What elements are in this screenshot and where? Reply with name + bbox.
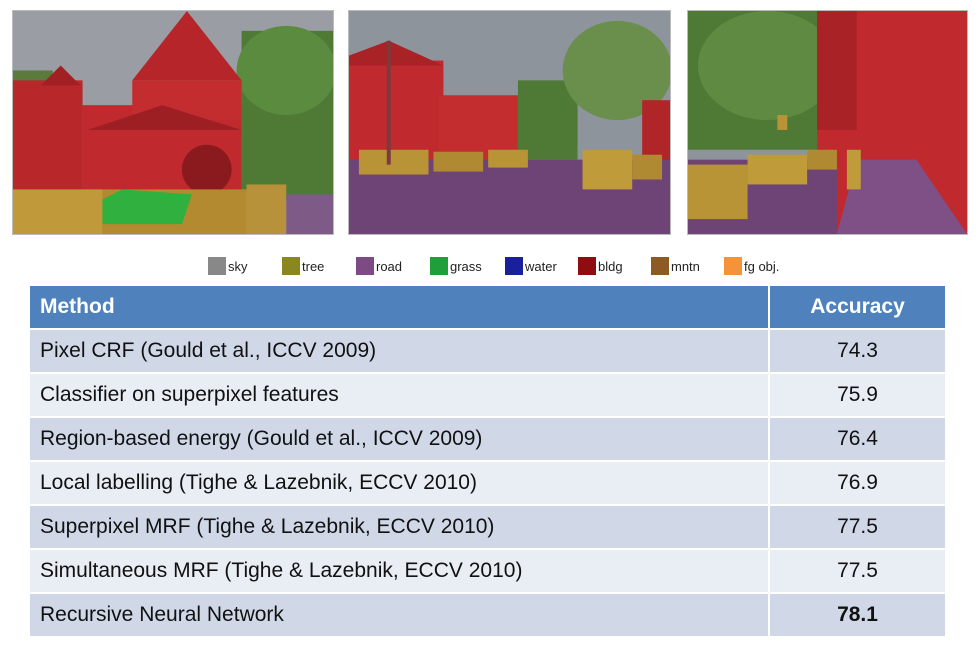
bldg-swatch [578, 257, 596, 275]
accuracy-cell: 74.3 [769, 329, 945, 374]
method-cell: Simultaneous MRF (Tighe & Lazebnik, ECCV… [30, 549, 770, 594]
method-column-header: Method [30, 286, 770, 330]
table-row-best: Recursive Neural Network 78.1 [30, 593, 945, 638]
accuracy-cell: 76.9 [769, 461, 945, 506]
table-row: Classifier on superpixel features 75.9 [30, 373, 945, 418]
segmentation-image-street [348, 10, 671, 235]
accuracy-cell: 77.5 [769, 505, 945, 550]
legend-label: water [525, 258, 557, 274]
table-row: Pixel CRF (Gould et al., ICCV 2009) 74.3 [30, 329, 945, 374]
legend-label: fg obj. [744, 258, 780, 274]
tree-swatch [282, 257, 300, 275]
sky-swatch [208, 257, 226, 275]
method-cell: Region-based energy (Gould et al., ICCV … [30, 417, 770, 462]
legend-label: sky [228, 258, 248, 274]
legend-label: mntn [671, 258, 700, 274]
accuracy-cell: 75.9 [769, 373, 945, 418]
method-cell: Classifier on superpixel features [30, 373, 770, 418]
table-row: Superpixel MRF (Tighe & Lazebnik, ECCV 2… [30, 505, 945, 550]
legend-item-mntn: mntn [651, 256, 700, 276]
class-legend: sky tree road grass water bldg mntn fg o… [0, 256, 980, 276]
accuracy-column-header: Accuracy [769, 286, 945, 330]
accuracy-cell: 76.4 [769, 417, 945, 462]
accuracy-cell: 77.5 [769, 549, 945, 594]
segmentation-image-sidewalk [687, 10, 968, 235]
fg-obj-swatch [724, 257, 742, 275]
legend-item-bldg: bldg [578, 256, 623, 276]
legend-label: grass [450, 258, 482, 274]
method-cell: Pixel CRF (Gould et al., ICCV 2009) [30, 329, 770, 374]
water-swatch [505, 257, 523, 275]
method-cell: Recursive Neural Network [30, 593, 770, 638]
legend-item-tree: tree [282, 256, 324, 276]
table-row: Region-based energy (Gould et al., ICCV … [30, 417, 945, 462]
legend-label: tree [302, 258, 325, 274]
table-row: Local labelling (Tighe & Lazebnik, ECCV … [30, 461, 945, 506]
legend-label: bldg [598, 258, 623, 274]
table-row: Simultaneous MRF (Tighe & Lazebnik, ECCV… [30, 549, 945, 594]
legend-item-fg-obj: fg obj. [724, 256, 779, 276]
mntn-swatch [651, 257, 669, 275]
legend-label: road [376, 258, 403, 274]
legend-item-road: road [356, 256, 402, 276]
legend-item-grass: grass [430, 256, 482, 276]
method-cell: Superpixel MRF (Tighe & Lazebnik, ECCV 2… [30, 505, 770, 550]
results-table: Method Accuracy Pixel CRF (Gould et al.,… [30, 286, 945, 638]
accuracy-cell-best: 78.1 [769, 593, 945, 638]
road-swatch [356, 257, 374, 275]
method-cell: Local labelling (Tighe & Lazebnik, ECCV … [30, 461, 770, 506]
legend-item-sky: sky [208, 256, 248, 276]
legend-item-water: water [505, 256, 557, 276]
segmentation-image-church [12, 10, 334, 235]
table-header-row: Method Accuracy [30, 286, 945, 330]
grass-swatch [430, 257, 448, 275]
